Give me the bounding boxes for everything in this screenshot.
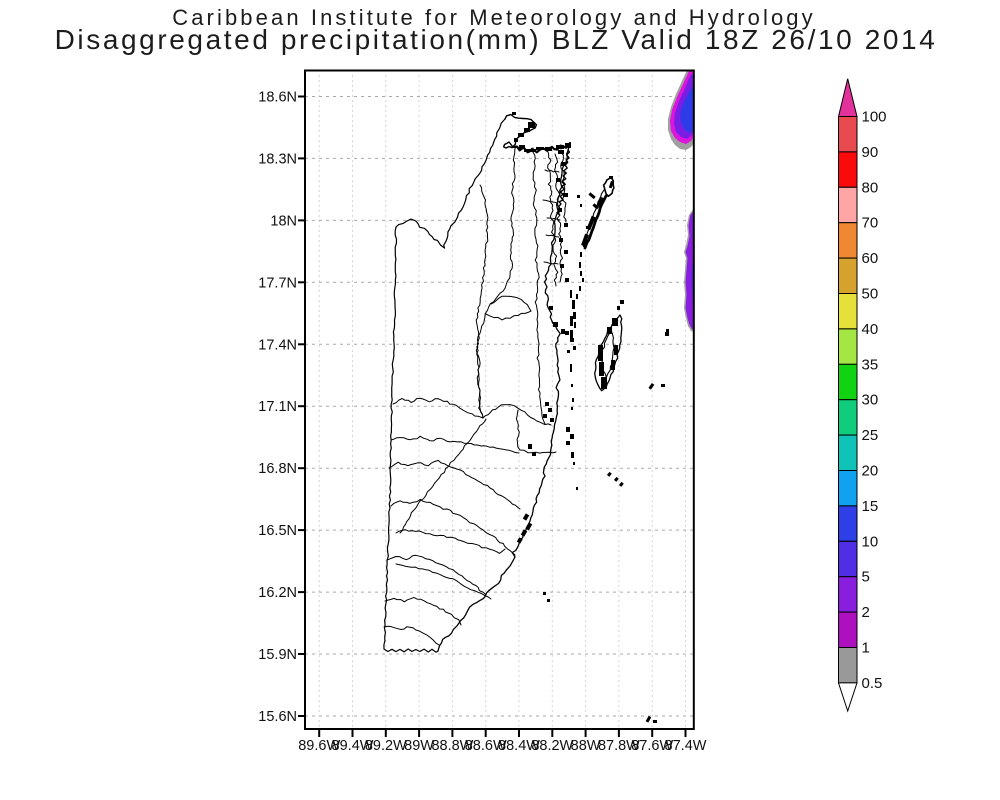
svg-text:1: 1: [862, 640, 870, 657]
svg-text:88.4W: 88.4W: [498, 738, 540, 754]
svg-text:88.2W: 88.2W: [531, 738, 573, 754]
svg-text:40: 40: [862, 321, 879, 338]
svg-text:90: 90: [862, 144, 879, 161]
svg-text:2: 2: [862, 604, 870, 621]
svg-text:89.2W: 89.2W: [365, 738, 407, 754]
svg-text:87.4W: 87.4W: [665, 738, 707, 754]
svg-text:20: 20: [862, 463, 879, 480]
svg-text:88W: 88W: [571, 738, 601, 754]
svg-text:18.3N: 18.3N: [258, 151, 297, 167]
svg-text:5: 5: [862, 569, 870, 586]
svg-text:50: 50: [862, 286, 879, 303]
svg-text:70: 70: [862, 215, 879, 232]
svg-text:18.6N: 18.6N: [258, 90, 297, 106]
svg-text:89.6W: 89.6W: [298, 738, 340, 754]
svg-text:80: 80: [862, 179, 879, 196]
svg-text:35: 35: [862, 356, 879, 373]
svg-text:87.6W: 87.6W: [631, 738, 673, 754]
svg-text:18N: 18N: [270, 213, 297, 229]
svg-text:15.9N: 15.9N: [258, 647, 297, 663]
svg-text:10: 10: [862, 533, 879, 550]
svg-text:100: 100: [862, 109, 887, 126]
svg-text:16.8N: 16.8N: [258, 461, 297, 477]
svg-text:60: 60: [862, 250, 879, 267]
svg-text:0.5: 0.5: [862, 675, 883, 692]
svg-text:16.5N: 16.5N: [258, 523, 297, 539]
svg-text:15.6N: 15.6N: [258, 709, 297, 725]
svg-text:17.1N: 17.1N: [258, 399, 297, 415]
svg-text:15: 15: [862, 498, 879, 515]
svg-text:16.2N: 16.2N: [258, 585, 297, 601]
svg-text:88.8W: 88.8W: [431, 738, 473, 754]
svg-text:Disaggregated precipitation(mm: Disaggregated precipitation(mm) BLZ Vali…: [55, 24, 938, 55]
svg-text:89.4W: 89.4W: [332, 738, 374, 754]
svg-text:17.4N: 17.4N: [258, 337, 297, 353]
svg-text:Caribbean Institute for Meteor: Caribbean Institute for Meteorology and …: [172, 5, 816, 30]
svg-text:89W: 89W: [404, 738, 434, 754]
svg-text:30: 30: [862, 392, 879, 409]
svg-text:25: 25: [862, 427, 879, 444]
svg-text:88.6W: 88.6W: [465, 738, 507, 754]
svg-text:17.7N: 17.7N: [258, 275, 297, 291]
svg-text:87.8W: 87.8W: [598, 738, 640, 754]
